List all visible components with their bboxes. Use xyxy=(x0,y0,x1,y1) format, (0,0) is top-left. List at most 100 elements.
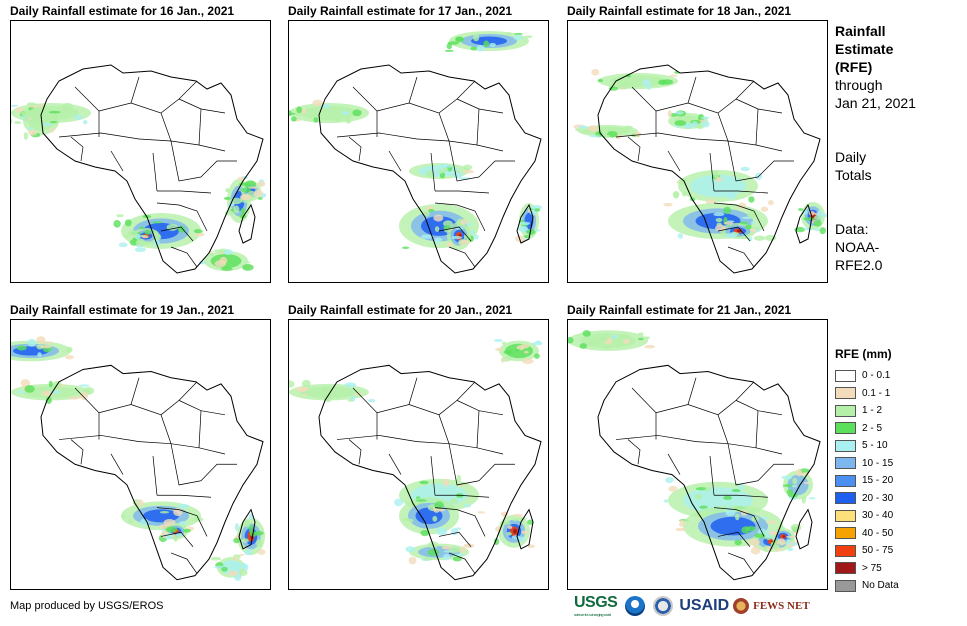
side-title-line3: (RFE) xyxy=(835,59,873,75)
country-border xyxy=(438,531,472,547)
rainfall-area xyxy=(782,484,795,488)
rainfall-area xyxy=(472,33,480,42)
rainfall-area xyxy=(464,503,472,508)
legend-item: 2 - 5 xyxy=(835,420,899,438)
rainfall-area xyxy=(519,221,531,226)
rainfall-area xyxy=(602,345,611,350)
country-border xyxy=(448,552,476,574)
rainfall-area xyxy=(210,556,222,561)
rainfall-area xyxy=(726,193,737,200)
country-border xyxy=(713,202,765,232)
rainfall-area xyxy=(450,498,459,505)
rainfall-area xyxy=(230,562,242,566)
rainfall-area xyxy=(129,239,139,246)
legend-label: 5 - 10 xyxy=(862,440,888,452)
through-label: through xyxy=(835,77,883,93)
rainfall-area xyxy=(663,202,673,207)
rainfall-area xyxy=(477,511,485,514)
madagascar-outline xyxy=(238,203,256,244)
rainfall-area xyxy=(248,513,254,521)
rainfall-area xyxy=(301,386,357,398)
rainfall-area xyxy=(228,570,239,577)
rainfall-area xyxy=(425,170,435,177)
rainfall-area xyxy=(734,513,740,521)
africa-rainfall-map xyxy=(288,319,549,590)
rainfall-area xyxy=(770,541,780,549)
country-border xyxy=(152,152,158,192)
country-border xyxy=(735,400,783,416)
rainfall-area xyxy=(23,132,29,140)
rainfall-area xyxy=(694,493,703,500)
rainfall-area xyxy=(446,43,453,50)
rainfall-area xyxy=(597,79,604,83)
rainfall-area xyxy=(678,521,686,527)
country-border xyxy=(478,463,515,482)
madagascar-outline xyxy=(516,508,534,550)
rainfall-area xyxy=(515,235,526,243)
country-border xyxy=(438,226,472,242)
country-border xyxy=(631,387,657,440)
rainfall-area xyxy=(257,181,266,187)
country-border xyxy=(757,463,794,482)
country-border xyxy=(198,108,202,146)
rainfall-area xyxy=(514,348,520,352)
country-border xyxy=(170,140,202,182)
rainfall-area xyxy=(724,233,736,238)
country-border xyxy=(434,202,486,232)
legend-item: 0 - 0.1 xyxy=(835,367,899,385)
rainfall-area xyxy=(469,229,475,235)
rainfall-area xyxy=(462,169,475,174)
rainfall-area xyxy=(290,116,297,122)
rainfall-area xyxy=(699,505,708,509)
country-border xyxy=(627,136,641,162)
rainfall-area xyxy=(530,204,543,210)
rainfall-area xyxy=(452,556,462,562)
rainfall-area xyxy=(420,529,430,537)
country-border xyxy=(110,150,124,172)
map-canvas xyxy=(289,339,543,581)
legend-item: 40 - 50 xyxy=(835,525,899,543)
rainfall-area xyxy=(819,227,826,235)
country-border xyxy=(476,108,480,146)
usgs-tagline: science for a changing world xyxy=(574,612,611,617)
side-title-line2: Estimate xyxy=(835,41,894,57)
rainfall-area xyxy=(723,206,732,215)
rainfall-area xyxy=(459,546,466,553)
country-border xyxy=(757,160,794,178)
rainfall-area xyxy=(715,218,723,223)
rainfall-area xyxy=(233,205,240,214)
rainfall-area xyxy=(705,199,716,205)
rainfall-area xyxy=(710,516,756,536)
rainfall-area xyxy=(483,40,490,48)
rainfall-area xyxy=(451,235,463,240)
country-border xyxy=(130,76,140,104)
country-border xyxy=(727,443,759,486)
totals-line2: Totals xyxy=(835,167,872,183)
rainfall-layer xyxy=(568,330,816,555)
rainfall-area xyxy=(320,104,331,109)
rainfall-area xyxy=(233,566,239,570)
rainfall-area xyxy=(345,117,352,124)
legend-swatch xyxy=(835,422,856,435)
rainfall-area xyxy=(803,217,815,221)
rainfall-area xyxy=(522,358,534,365)
rainfall-area xyxy=(591,68,600,76)
country-border xyxy=(157,190,212,194)
country-border xyxy=(336,132,418,140)
legend-swatch xyxy=(835,457,856,470)
rainfall-area xyxy=(817,210,823,217)
rainfall-area xyxy=(79,384,90,387)
rainfall-area xyxy=(27,129,38,136)
rainfall-area xyxy=(489,42,496,47)
legend-swatch xyxy=(835,509,856,522)
rainfall-area xyxy=(762,516,769,520)
rainfall-area xyxy=(177,225,186,233)
legend-item: 5 - 10 xyxy=(835,437,899,455)
legend-swatch xyxy=(835,562,856,575)
rainfall-area xyxy=(244,548,252,556)
rainfall-area xyxy=(466,222,473,226)
rainfall-area xyxy=(808,497,816,500)
rainfall-area xyxy=(177,503,190,509)
rainfall-area xyxy=(28,118,40,124)
rainfall-area xyxy=(402,246,410,250)
